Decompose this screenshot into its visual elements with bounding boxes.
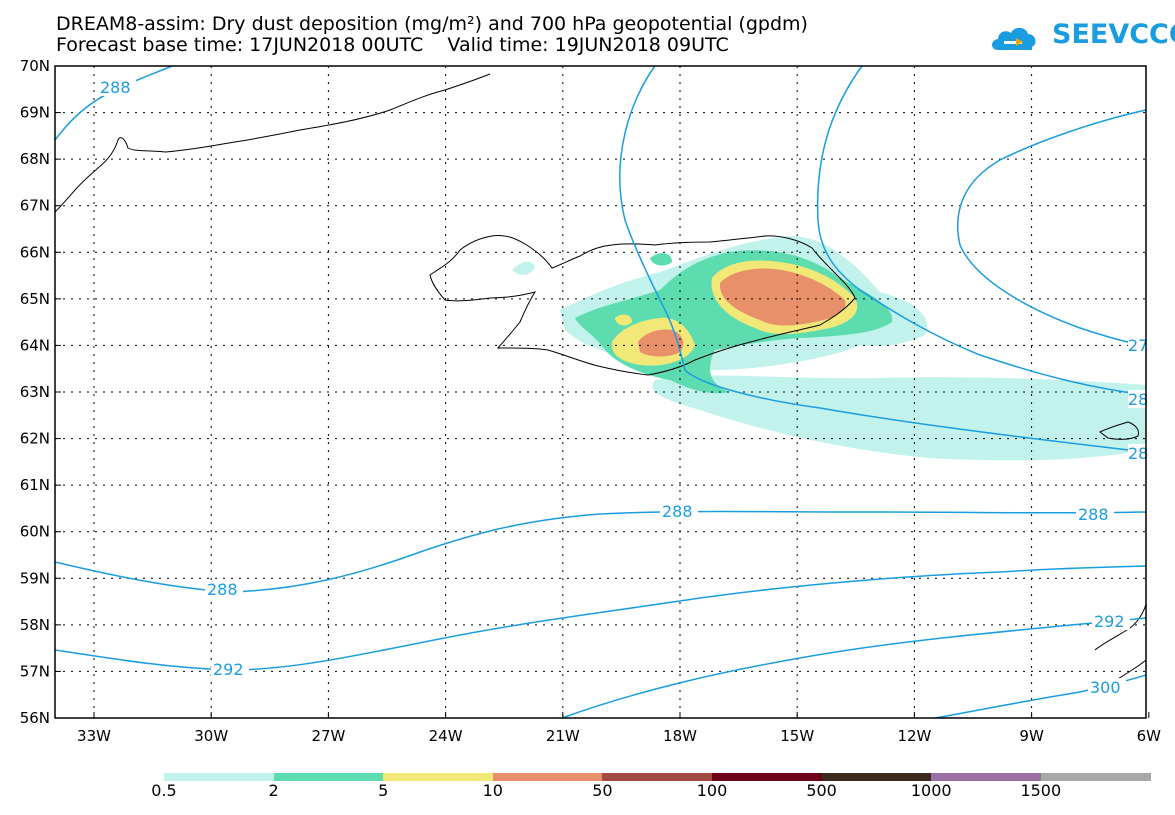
legend-swatch	[931, 773, 1042, 781]
legend-swatch	[821, 773, 932, 781]
lon-tick-label: 33W	[77, 727, 111, 745]
lon-tick-label: 21W	[546, 727, 580, 745]
contour-label: 288	[207, 580, 238, 599]
dust-region-10	[719, 268, 846, 326]
lon-tick-label: 27W	[311, 727, 345, 745]
lon-tick-label: 24W	[429, 727, 463, 745]
logo-text: SEEVCCC	[1052, 19, 1175, 50]
contour-label: 300	[1090, 678, 1121, 697]
map-title: DREAM8-assim: Dry dust deposition (mg/m²…	[56, 13, 808, 35]
graticule	[55, 66, 1146, 718]
legend-label: 5	[378, 781, 389, 800]
lon-tick-label: 15W	[780, 727, 814, 745]
dust-region-10	[638, 329, 684, 357]
contour-label: 288	[100, 78, 131, 97]
lat-tick-label: 58N	[20, 616, 50, 634]
contour-ridge-27	[956, 109, 1147, 347]
lat-tick-label: 69N	[20, 104, 50, 122]
legend-label: 50	[592, 781, 613, 800]
map-subtitle: Forecast base time: 17JUN2018 00UTC Vali…	[56, 34, 729, 56]
legend-swatch	[1040, 773, 1151, 781]
contour-label: 288	[662, 502, 693, 521]
legend-label: 500	[806, 781, 837, 800]
contour-296	[561, 617, 1147, 719]
lat-tick-label: 62N	[20, 430, 50, 448]
lat-tick-label: 61N	[20, 476, 50, 494]
legend-swatch	[492, 773, 603, 781]
iceland-coast	[429, 235, 856, 376]
greenland-coast	[54, 73, 491, 213]
lon-tick-label: 30W	[194, 727, 228, 745]
legend-swatch	[712, 773, 823, 781]
lat-tick-label: 70N	[20, 57, 50, 75]
legend-label: 1500	[1020, 781, 1062, 800]
legend-label: 1000	[910, 781, 952, 800]
lat-tick-label: 65N	[20, 290, 50, 308]
contour-label: 28	[1128, 444, 1148, 463]
legend-label: 10	[482, 781, 503, 800]
contour-label: 292	[1094, 612, 1125, 631]
legend-swatch	[602, 773, 713, 781]
lon-tick-label: 18W	[663, 727, 697, 745]
lat-tick-label: 68N	[20, 150, 50, 168]
contour-label: 27	[1128, 336, 1148, 355]
legend-swatch	[383, 773, 494, 781]
lat-tick-label: 64N	[20, 336, 50, 354]
lat-tick-label: 67N	[20, 197, 50, 215]
legend-label: 100	[696, 781, 728, 800]
lat-tick-label: 63N	[20, 383, 50, 401]
dust-region-5	[615, 314, 632, 326]
dust-region-2	[650, 253, 672, 266]
legend-swatch	[164, 773, 275, 781]
dust-region-0.5	[652, 375, 1146, 461]
lat-tick-label: 56N	[20, 709, 50, 727]
legend-label: 0.5	[151, 781, 177, 800]
contour-label: 28	[1128, 390, 1148, 409]
dust-region-0.5	[512, 261, 535, 275]
legend-label: 2	[268, 781, 279, 800]
lat-tick-label: 57N	[20, 662, 50, 680]
lat-tick-label: 60N	[20, 523, 50, 541]
faroe-coast	[1099, 421, 1139, 440]
contour-300	[934, 674, 1147, 719]
contour-label: 292	[213, 660, 244, 679]
contour-trough-b	[816, 65, 1147, 396]
legend-swatch	[273, 773, 384, 781]
cloud-logo-icon	[992, 27, 1036, 50]
lon-tick-label: 6W	[1137, 727, 1162, 745]
dust-deposition-field	[512, 236, 1146, 461]
lat-tick-label: 66N	[20, 243, 50, 261]
lon-tick-label: 9W	[1019, 727, 1044, 745]
lat-tick-label: 59N	[20, 569, 50, 587]
contour-trough-a	[619, 65, 1147, 453]
lon-tick-label: 12W	[897, 727, 931, 745]
contour-label: 288	[1078, 505, 1109, 524]
